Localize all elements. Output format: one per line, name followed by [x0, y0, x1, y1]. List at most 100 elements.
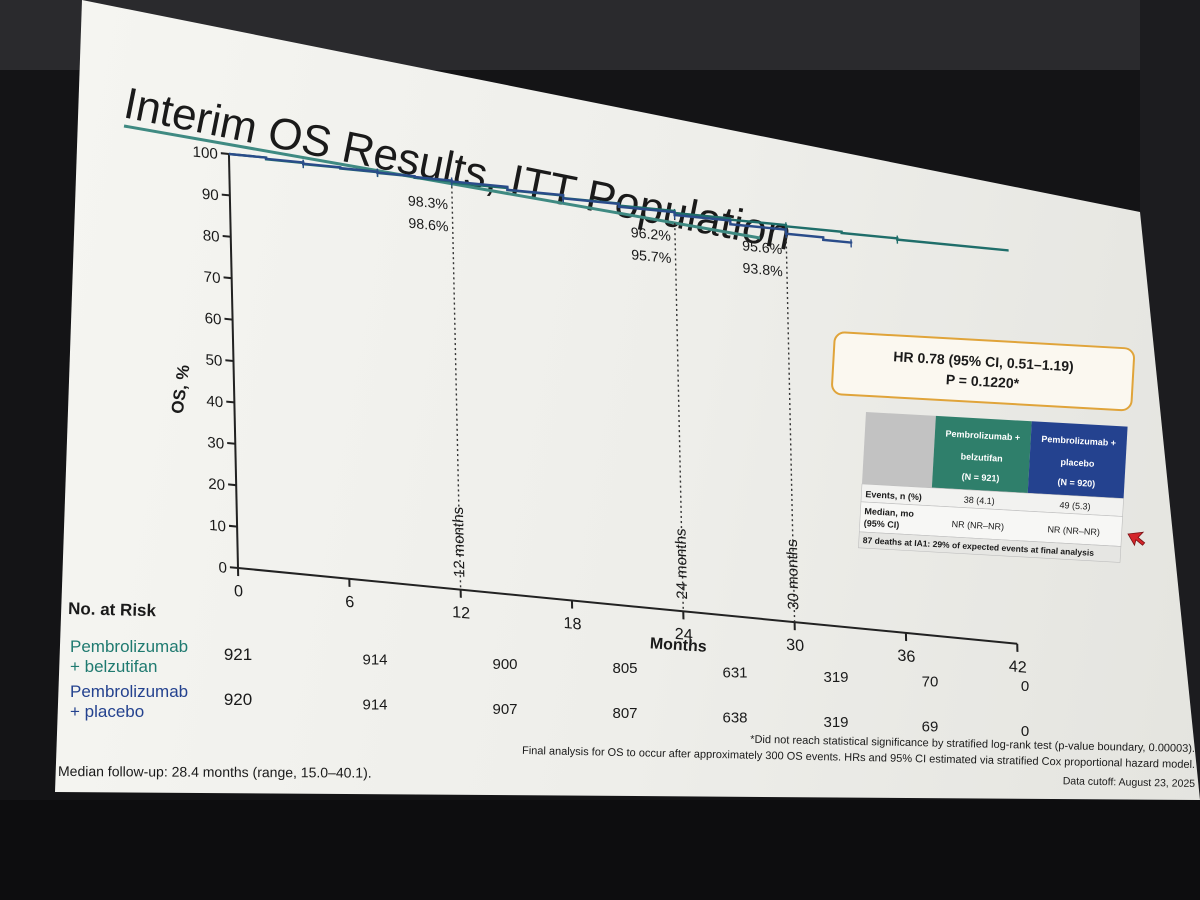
title-underline [123, 124, 761, 240]
stats-table-corner [861, 412, 936, 488]
risk-value-r1-c2: 900 [492, 656, 517, 673]
median-label-2: (95% CI) [864, 518, 900, 530]
y-tick-0 [229, 566, 239, 570]
landmark-upper-24: 96.2% [631, 225, 672, 245]
plac-header-line1: Pembrolizumab + [1041, 434, 1116, 448]
median-belz: NR (NR–NR) [951, 519, 1004, 532]
stats-table: Pembrolizumab + belzutifan (N = 921) Pem… [858, 412, 1128, 563]
landmark-lower-12: 98.6% [408, 216, 449, 236]
x-axis [237, 566, 1018, 645]
risk-row2-label2: + placebo [70, 702, 144, 721]
x-tick-label-6: 6 [345, 593, 354, 612]
median-plac: NR (NR–NR) [1047, 524, 1100, 537]
median-label-1: Median, mo [864, 506, 914, 519]
y-tick-70 [223, 276, 232, 280]
risk-row1-label1: Pembrolizumab [70, 637, 188, 656]
p-value-line: P = 0.1220* [945, 371, 1020, 391]
y-tick-50 [225, 359, 234, 363]
risk-value-r1-c0: 921 [224, 645, 252, 664]
x-tick-label-12: 12 [452, 603, 470, 623]
risk-value-r2-c2: 907 [492, 701, 517, 718]
risk-value-r1-c4: 631 [722, 665, 747, 682]
risk-value-r2-c0: 920 [224, 690, 252, 709]
landmark-upper-12: 98.3% [408, 193, 449, 213]
y-tick-label-10: 10 [209, 517, 226, 536]
y-tick-20 [228, 483, 237, 487]
hr-box: HR 0.78 (95% CI, 0.51–1.19) P = 0.1220* [831, 331, 1135, 412]
plac-header-line3: (N = 920) [1057, 477, 1095, 489]
risk-value-r1-c3: 805 [612, 660, 637, 677]
y-tick-100 [220, 152, 229, 155]
x-tick-label-30: 30 [786, 636, 804, 656]
y-ticks: 0 10 20 30 40 50 60 70 80 90 100 [192, 144, 239, 577]
stats-row-footer [858, 531, 1122, 563]
belz-header-line2: belzutifan [960, 451, 1002, 463]
ylabel-group: OS, % [168, 364, 194, 415]
room-floor [0, 800, 1200, 900]
hr-box-frame [831, 331, 1135, 412]
slide-title: Interim OS Results, ITT Population [120, 79, 795, 260]
y-tick-40 [226, 400, 235, 404]
risk-value-r2-c3: 807 [612, 705, 637, 722]
y-tick-60 [224, 317, 233, 321]
risk-values: 921 914 900 805 631 319 70 0 920 914 907 807 638 319 6… [224, 645, 1029, 740]
landmark-label-12: 12 months [450, 506, 469, 579]
data-cutoff-note: Data cutoff: August 23, 2025 [1063, 775, 1196, 790]
risk-value-r2-c4: 638 [722, 710, 747, 727]
risk-value-r1-c1: 914 [362, 651, 387, 668]
risk-row1-label2: + belzutifan [70, 657, 157, 676]
y-tick-label-60: 60 [204, 310, 221, 329]
x-tick-label-24: 24 [675, 625, 693, 645]
stats-col-header-placebo [1027, 421, 1128, 499]
landmark-line-24 [673, 212, 684, 612]
risk-table: Pembrolizumab + belzutifan Pembrolizumab… [70, 637, 188, 721]
followup-note: Median follow-up: 28.4 months (range, 15… [58, 763, 372, 781]
landmark-line-12 [450, 181, 462, 590]
y-tick-label-40: 40 [206, 393, 223, 412]
risk-value-r2-c5: 319 [823, 714, 848, 731]
risk-value-r1-c7: 0 [1021, 678, 1029, 695]
risk-value-r2-c7: 0 [1021, 723, 1029, 740]
risk-value-r1-c6: 70 [922, 673, 939, 690]
y-tick-label-30: 30 [207, 434, 224, 453]
landmark-lower-24: 95.7% [631, 247, 672, 267]
y-tick-90 [221, 193, 230, 197]
laser-pointer-icon [1127, 531, 1146, 547]
title-group: Interim OS Results, ITT Population [120, 79, 795, 260]
stats-col-header-belzutifan [931, 415, 1032, 494]
events-belz: 38 (4.1) [963, 495, 995, 507]
risk-value-r2-c1: 914 [362, 696, 387, 713]
x-tick-label-0: 0 [234, 582, 243, 601]
y-tick-label-90: 90 [202, 186, 219, 205]
y-tick-80 [222, 234, 231, 238]
xlabel-group: Months [649, 635, 707, 655]
survival-curves [228, 152, 1009, 252]
x-tick-label-42: 42 [1009, 657, 1027, 677]
y-tick-label-50: 50 [205, 351, 222, 370]
y-tick-label-100: 100 [192, 144, 218, 163]
y-tick-10 [228, 524, 238, 528]
risk-value-r2-c6: 69 [922, 718, 939, 735]
landmark-label-24: 24 months [673, 527, 692, 600]
landmark-lower-30: 93.8% [742, 261, 783, 281]
y-tick-30 [227, 441, 236, 445]
x-tick-label-36: 36 [897, 646, 915, 666]
y-tick-label-0: 0 [218, 559, 227, 577]
landmark-lines: 98.3% 98.6% 12 months 96.2%95.7% 24 months 95… [408, 181, 803, 623]
x-tick-label-18: 18 [563, 614, 581, 634]
events-plac: 49 (5.3) [1059, 500, 1091, 512]
km-chart: 0 10 20 30 40 50 60 70 80 90 100 0 6 12 18 24 30 36 42 98… [192, 144, 1027, 677]
belz-header-line1: Pembrolizumab + [945, 428, 1020, 442]
landmark-label-30: 30 months [784, 538, 803, 611]
events-label: Events, n (%) [865, 489, 922, 502]
landmark-line-30 [785, 226, 796, 623]
x-ticks: 0 6 12 18 24 30 36 42 [234, 567, 1027, 677]
x-axis-label: Months [649, 635, 707, 655]
y-tick-label-70: 70 [203, 269, 220, 288]
y-axis-label: OS, % [168, 364, 194, 415]
risk-table-title: No. at Risk [68, 599, 157, 620]
plac-header-line2: placebo [1060, 457, 1095, 469]
belz-header-line3: (N = 921) [961, 471, 999, 483]
